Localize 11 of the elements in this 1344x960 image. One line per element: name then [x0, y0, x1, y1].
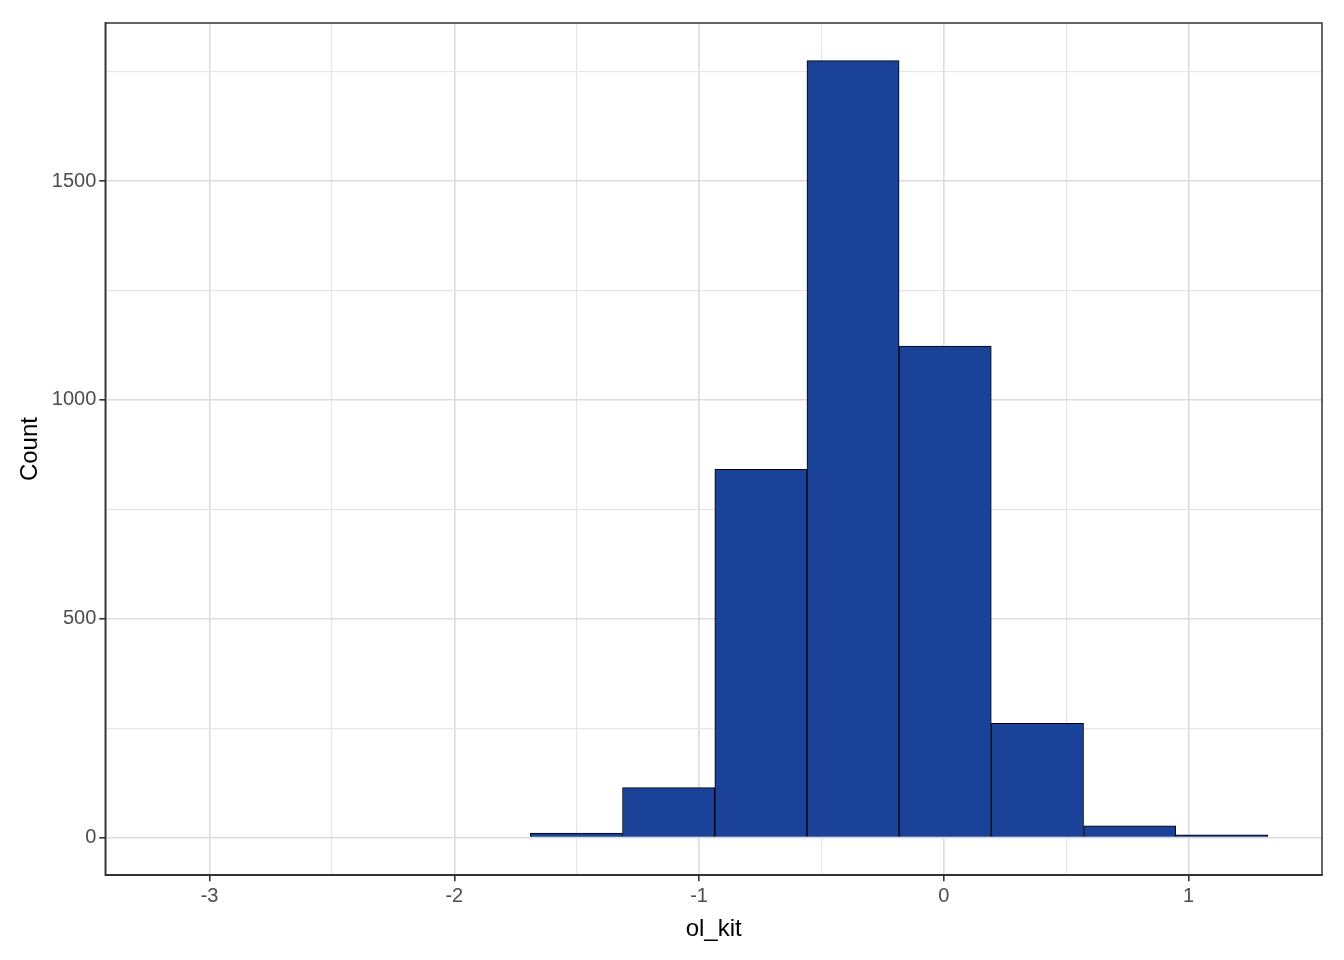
x-tick-label: -3 [200, 883, 219, 906]
x-tick-label: 1 [1183, 883, 1195, 906]
y-tick-label: 1500 [51, 168, 97, 191]
y-tick-label: 0 [85, 825, 97, 848]
y-axis-title: Count [15, 416, 43, 482]
x-tick-label: -2 [445, 883, 464, 906]
x-tick-label: 0 [938, 883, 950, 906]
y-tick-label: 500 [62, 606, 97, 629]
y-tick-label: 1000 [51, 387, 97, 410]
x-axis-title: ol_kit [685, 914, 742, 942]
x-tick-label: -1 [690, 883, 708, 906]
